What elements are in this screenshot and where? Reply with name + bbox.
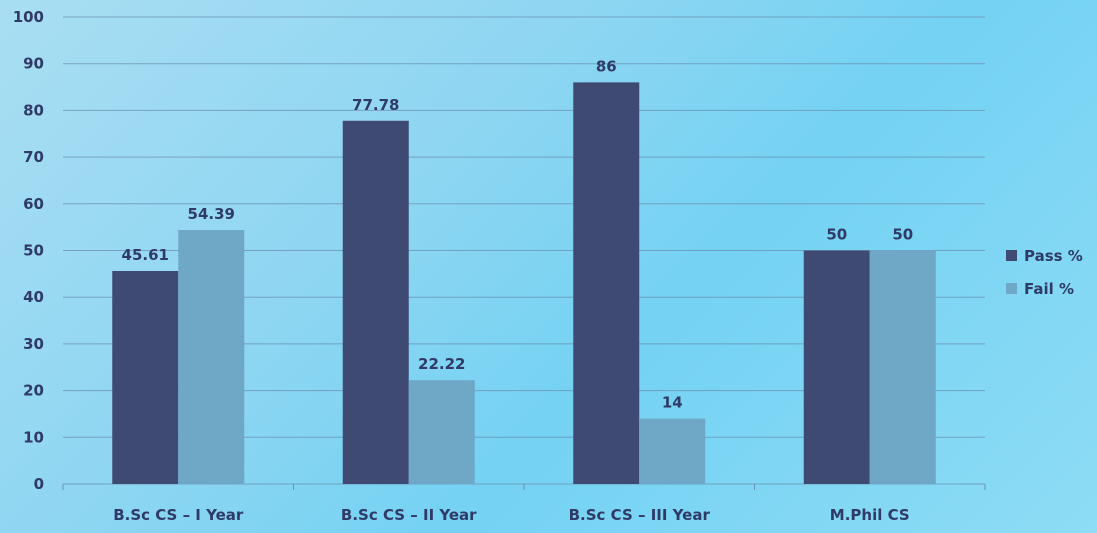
x-category-label: B.Sc CS – II Year	[341, 506, 477, 524]
y-tick-label: 50	[23, 242, 44, 260]
data-label: 54.39	[188, 205, 235, 223]
legend-label: Pass %	[1024, 247, 1083, 265]
bar-fail	[869, 250, 936, 484]
x-axis-categories: B.Sc CS – I Year B.Sc CS – II Year B.Sc CS…	[113, 506, 909, 524]
bars	[112, 82, 936, 485]
data-label: 22.22	[418, 355, 465, 373]
legend-swatch	[1006, 283, 1017, 294]
data-label: 86	[596, 57, 617, 75]
bar-fail	[408, 380, 475, 484]
data-label: 77.78	[352, 96, 399, 114]
data-label: 45.61	[122, 246, 169, 264]
data-label: 14	[662, 394, 683, 412]
y-tick-label: 80	[23, 101, 44, 119]
y-tick-label: 20	[23, 382, 44, 400]
bar-pass	[112, 271, 179, 484]
legend: Pass % Fail %	[1006, 247, 1083, 298]
y-tick-label: 0	[34, 475, 44, 493]
bar-fail	[178, 229, 245, 484]
y-tick-label: 100	[13, 8, 44, 26]
y-tick-label: 30	[23, 335, 44, 353]
bar-pass	[342, 120, 409, 485]
x-category-label: B.Sc CS – I Year	[113, 506, 244, 524]
y-tick-label: 70	[23, 148, 44, 166]
bar-fail	[639, 418, 706, 484]
y-tick-label: 90	[23, 55, 44, 73]
data-label: 50	[892, 226, 913, 244]
x-category-label: M.Phil CS	[830, 506, 910, 524]
legend-swatch	[1006, 250, 1017, 261]
y-tick-label: 40	[23, 288, 44, 306]
bar-pass	[803, 250, 870, 484]
bar-pass	[573, 82, 640, 484]
y-axis-ticks: 0 10 20 30 40 50 60 70 80 90 100	[13, 8, 44, 493]
y-tick-label: 60	[23, 195, 44, 213]
legend-label: Fail %	[1024, 280, 1074, 298]
y-tick-label: 10	[23, 428, 44, 446]
data-labels: 45.61 54.39 77.78 22.22 86 14 50 50	[122, 57, 914, 411]
x-category-label: B.Sc CS – III Year	[569, 506, 711, 524]
data-label: 50	[826, 226, 847, 244]
